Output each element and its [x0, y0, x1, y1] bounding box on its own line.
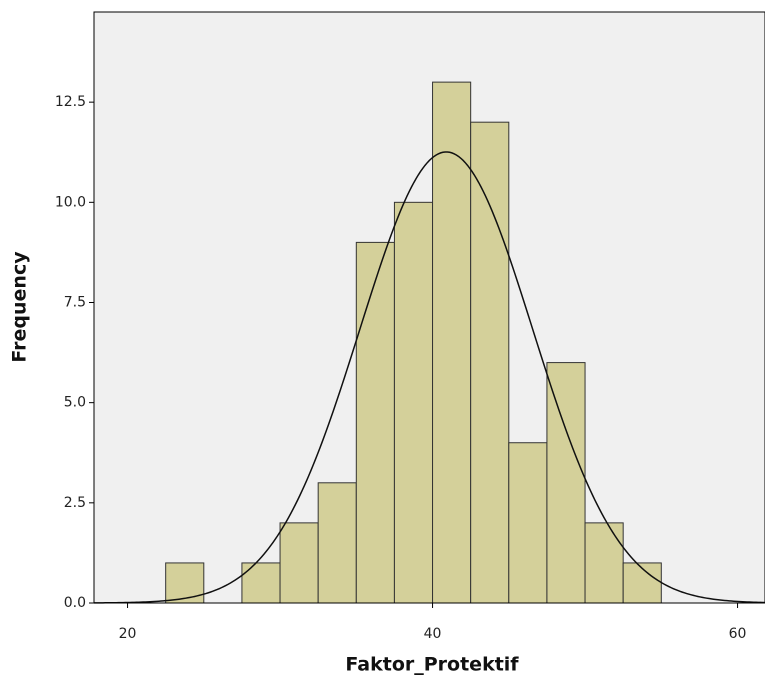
bar [546, 362, 586, 604]
bar [584, 522, 624, 604]
bar [508, 442, 548, 604]
y-tick-label: 2.5 [64, 495, 86, 511]
y-tick-label: 7.5 [64, 294, 86, 310]
bar [393, 201, 434, 604]
x-axis-title: Faktor_Protektif [345, 654, 519, 676]
normal-curve [93, 151, 765, 604]
bar [165, 562, 205, 604]
x-tick-label: 20 [119, 626, 137, 642]
bar [432, 81, 472, 604]
bar [241, 562, 281, 604]
bar [470, 121, 510, 604]
x-tick-label: 60 [729, 626, 747, 642]
bar [279, 522, 319, 604]
y-tick-label: 10.0 [55, 194, 86, 210]
y-axis-title: Frequency [9, 251, 31, 363]
y-tick-label: 5.0 [64, 395, 86, 411]
y-tick-label: 0.0 [64, 595, 86, 611]
bar [317, 482, 357, 604]
x-tick-label: 40 [424, 626, 442, 642]
bar [355, 241, 395, 604]
y-tick-label: 12.5 [55, 94, 86, 110]
